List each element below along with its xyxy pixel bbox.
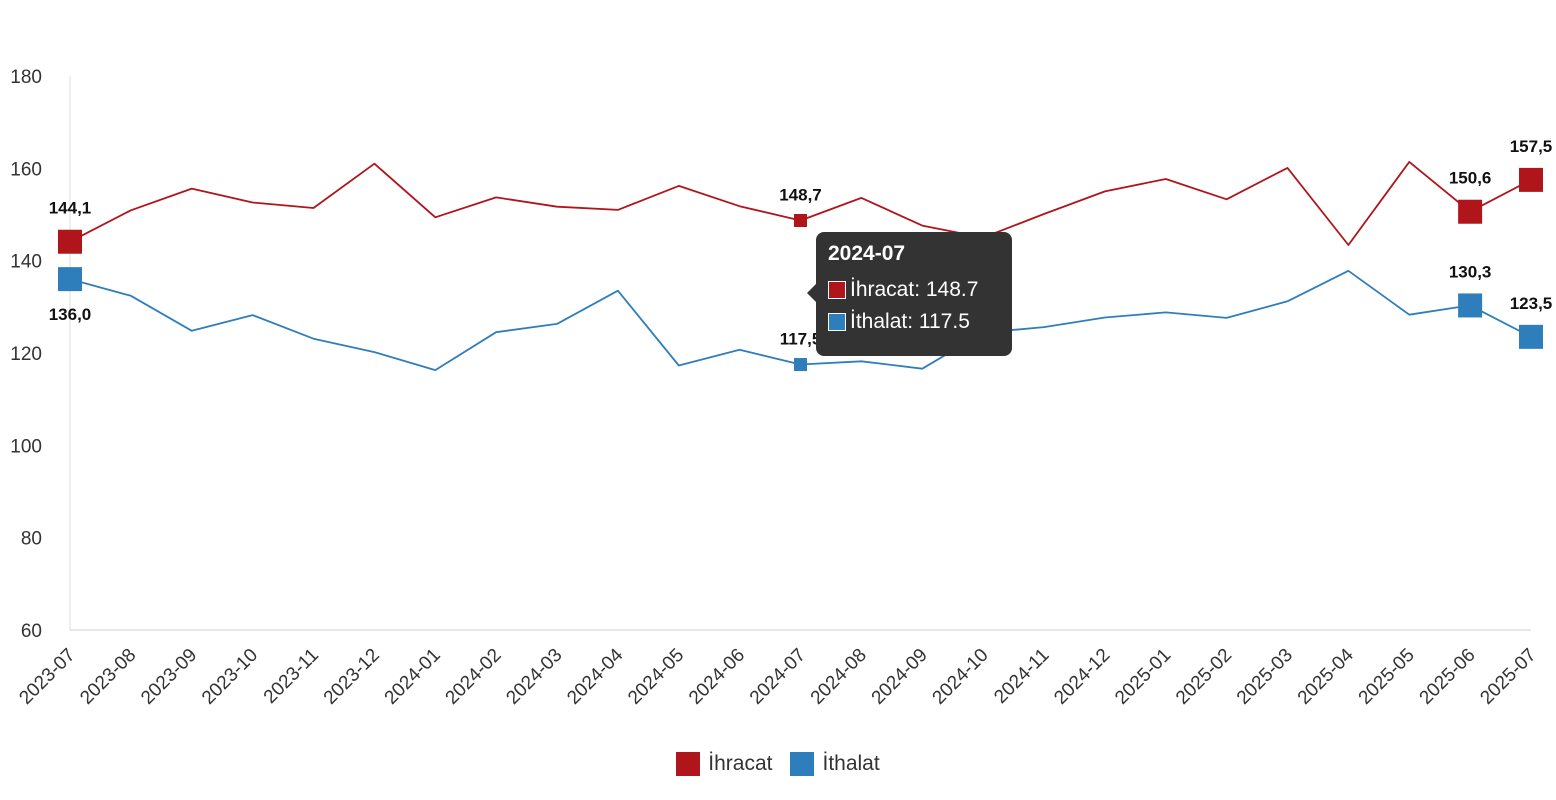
x-tick-label: 2023-10 (198, 645, 262, 709)
x-tick-label: 2024-04 (563, 644, 627, 708)
x-tick-label: 2024-05 (624, 645, 688, 709)
legend-swatch-exports (676, 752, 701, 776)
legend-label-imports: İthalat (822, 752, 880, 775)
x-tick-label: 2025-01 (1111, 645, 1175, 709)
data-label: 144,1 (49, 199, 92, 218)
series-line-imports (69, 269, 1532, 371)
marker-imports (1519, 324, 1543, 349)
marker-imports (794, 358, 807, 372)
y-tick-label: 120 (10, 344, 42, 365)
tooltip-swatch-exports (828, 281, 846, 299)
tooltip-row-exports: İhracat: 148.7 (828, 278, 1000, 302)
x-tick-label: 2025-04 (1294, 644, 1358, 708)
legend-item-exports[interactable]: İhracat (676, 752, 772, 776)
x-tick-label: 2024-09 (868, 645, 932, 709)
x-tick-label: 2025-03 (1233, 645, 1297, 709)
data-label: 150,6 (1449, 169, 1492, 188)
y-tick-label: 60 (21, 621, 42, 642)
x-tick-label: 2024-06 (685, 645, 749, 709)
y-tick-label: 180 (10, 67, 42, 88)
tooltip-title: 2024-07 (828, 242, 906, 265)
marker-imports (58, 267, 82, 292)
x-tick-label: 2024-12 (1050, 645, 1114, 709)
data-label: 148,7 (779, 186, 822, 205)
marker-exports (794, 214, 807, 228)
x-tick-label: 2024-10 (929, 645, 993, 709)
x-tick-label: 2025-05 (1355, 645, 1419, 709)
tooltip-swatch-imports (828, 313, 846, 331)
x-tick-label: 2024-07 (746, 645, 810, 709)
legend-item-imports[interactable]: İthalat (790, 752, 880, 776)
y-tick-label: 100 (10, 436, 42, 457)
marker-exports (1519, 167, 1543, 192)
data-label: 157,5 (1510, 137, 1553, 156)
y-axis: 60 80 100 120 140 160 180 (10, 67, 71, 642)
data-labels: 144,1 136,0 148,7 117,5 150,6 130,3 157,5 123,5 (49, 137, 1553, 349)
data-label: 123,5 (1510, 294, 1553, 313)
tooltip-row-imports-label: İthalat: 117.5 (850, 310, 970, 333)
legend-label-exports: İhracat (708, 752, 773, 775)
data-label: 117,5 (780, 330, 822, 349)
y-tick-label: 160 (10, 159, 42, 180)
x-tick-label: 2023-11 (260, 645, 323, 708)
x-tick-label: 2023-08 (76, 645, 140, 709)
data-label: 130,3 (1449, 262, 1492, 281)
x-tick-label: 2023-12 (320, 645, 384, 709)
x-tick-label: 2023-09 (137, 645, 201, 709)
tooltip: 2024-07 İhracat: 148.7 İthalat: 117.5 (807, 232, 1012, 356)
x-axis: 2023-072023-082023-092023-102023-112023-… (15, 629, 1541, 709)
marker-imports (1458, 293, 1483, 318)
tooltip-row-exports-label: İhracat: 148.7 (850, 278, 979, 301)
marker-exports (58, 229, 82, 254)
tooltip-row-imports: İthalat: 117.5 (828, 310, 1000, 334)
markers[interactable] (58, 167, 1543, 372)
data-label: 136,0 (49, 305, 92, 324)
y-tick-label: 140 (10, 252, 42, 273)
x-tick-label: 2025-07 (1476, 645, 1540, 709)
x-tick-label: 2023-07 (15, 645, 79, 709)
x-tick-label: 2024-08 (807, 645, 871, 709)
marker-exports (1458, 199, 1483, 224)
x-tick-label: 2025-02 (1172, 645, 1236, 709)
x-tick-label: 2024-02 (442, 645, 506, 709)
legend: İhracat İthalat (0, 752, 1556, 776)
x-tick-label: 2024-11 (990, 645, 1053, 708)
x-tick-label: 2025-06 (1416, 645, 1480, 709)
legend-swatch-imports (790, 752, 815, 776)
x-tick-label: 2024-01 (381, 645, 445, 709)
x-tick-label: 2024-03 (502, 645, 566, 709)
y-tick-label: 80 (21, 529, 42, 550)
